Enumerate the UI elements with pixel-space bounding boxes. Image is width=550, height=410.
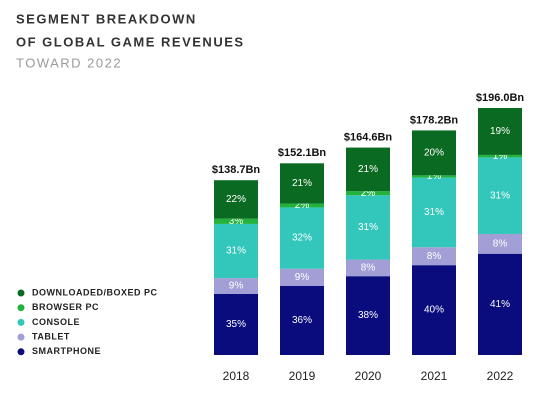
x-tick-label: 2018 bbox=[223, 369, 250, 383]
segment-label: 9% bbox=[229, 281, 244, 292]
bar-segment bbox=[280, 203, 324, 208]
segment-label: 40% bbox=[424, 305, 444, 316]
segment-label: 31% bbox=[490, 190, 510, 201]
legend-label: SMARTPHONE bbox=[32, 346, 101, 356]
segment-label: 20% bbox=[424, 148, 444, 159]
bar-segment bbox=[280, 207, 324, 269]
chart-title: OF GLOBAL GAME REVENUES bbox=[16, 34, 245, 49]
total-label: $164.6Bn bbox=[344, 131, 393, 143]
bar-segment bbox=[346, 191, 390, 196]
segment-label: 3% bbox=[229, 216, 244, 227]
segment-label: 1% bbox=[493, 151, 508, 162]
bar-segment bbox=[346, 147, 390, 192]
bar-segment bbox=[280, 268, 324, 286]
bar-segment bbox=[412, 265, 456, 355]
bar-segment bbox=[214, 293, 258, 355]
x-tick-label: 2019 bbox=[289, 369, 316, 383]
chart-title: SEGMENT BREAKDOWN bbox=[16, 11, 197, 26]
legend-swatch bbox=[17, 348, 25, 356]
segment-label: 32% bbox=[292, 233, 312, 244]
bar-segment bbox=[346, 259, 390, 277]
segment-label: 31% bbox=[226, 246, 246, 257]
segment-label: 1% bbox=[427, 171, 442, 182]
bar-segment bbox=[478, 253, 522, 355]
segment-label: 2% bbox=[361, 188, 376, 199]
segment-label: 36% bbox=[292, 315, 312, 326]
bar-segment bbox=[478, 233, 522, 254]
segment-label: 38% bbox=[358, 310, 378, 321]
segment-label: 8% bbox=[361, 263, 376, 274]
bar-segment bbox=[478, 108, 522, 155]
legend-swatch bbox=[17, 318, 25, 326]
legend-label: TABLET bbox=[32, 331, 70, 341]
bar-segment bbox=[412, 175, 456, 178]
segment-label: 8% bbox=[427, 251, 442, 262]
bar-segment bbox=[478, 154, 522, 158]
total-label: $196.0Bn bbox=[476, 92, 525, 104]
segment-label: 21% bbox=[292, 178, 312, 189]
legend-label: CONSOLE bbox=[32, 317, 80, 327]
segment-label: 8% bbox=[493, 238, 508, 249]
legend-swatch bbox=[17, 289, 25, 297]
bar-segment bbox=[412, 177, 456, 248]
bar-segment bbox=[214, 218, 258, 224]
legend-label: BROWSER PC bbox=[32, 302, 99, 312]
total-label: $138.7Bn bbox=[212, 164, 261, 176]
legend-label: DOWNLOADED/BOXED PC bbox=[32, 287, 158, 297]
x-tick-label: 2022 bbox=[487, 369, 514, 383]
bar-segment bbox=[214, 278, 258, 294]
total-label: $152.1Bn bbox=[278, 147, 327, 159]
bar-segment bbox=[412, 247, 456, 266]
segment-label: 31% bbox=[424, 207, 444, 218]
bar-segment bbox=[346, 276, 390, 355]
total-label: $178.2Bn bbox=[410, 114, 459, 126]
bar-segment bbox=[412, 130, 456, 176]
segment-label: 2% bbox=[295, 200, 310, 211]
segment-label: 9% bbox=[295, 272, 310, 283]
segment-label: 31% bbox=[358, 222, 378, 233]
bar-segment bbox=[478, 157, 522, 234]
bar-segment bbox=[346, 195, 390, 260]
segment-label: 35% bbox=[226, 319, 246, 330]
bar-segment bbox=[280, 285, 324, 355]
bar-segment bbox=[214, 180, 258, 219]
legend-swatch bbox=[17, 333, 25, 341]
chart-subtitle: TOWARD 2022 bbox=[16, 55, 122, 70]
bar-segment bbox=[280, 163, 324, 204]
bar-segment bbox=[214, 223, 258, 279]
segment-label: 41% bbox=[490, 299, 510, 310]
legend-swatch bbox=[17, 304, 25, 312]
x-tick-label: 2020 bbox=[355, 369, 382, 383]
segment-label: 21% bbox=[358, 164, 378, 175]
segment-label: 22% bbox=[226, 194, 246, 205]
x-tick-label: 2021 bbox=[421, 369, 448, 383]
segment-label: 19% bbox=[490, 126, 510, 137]
